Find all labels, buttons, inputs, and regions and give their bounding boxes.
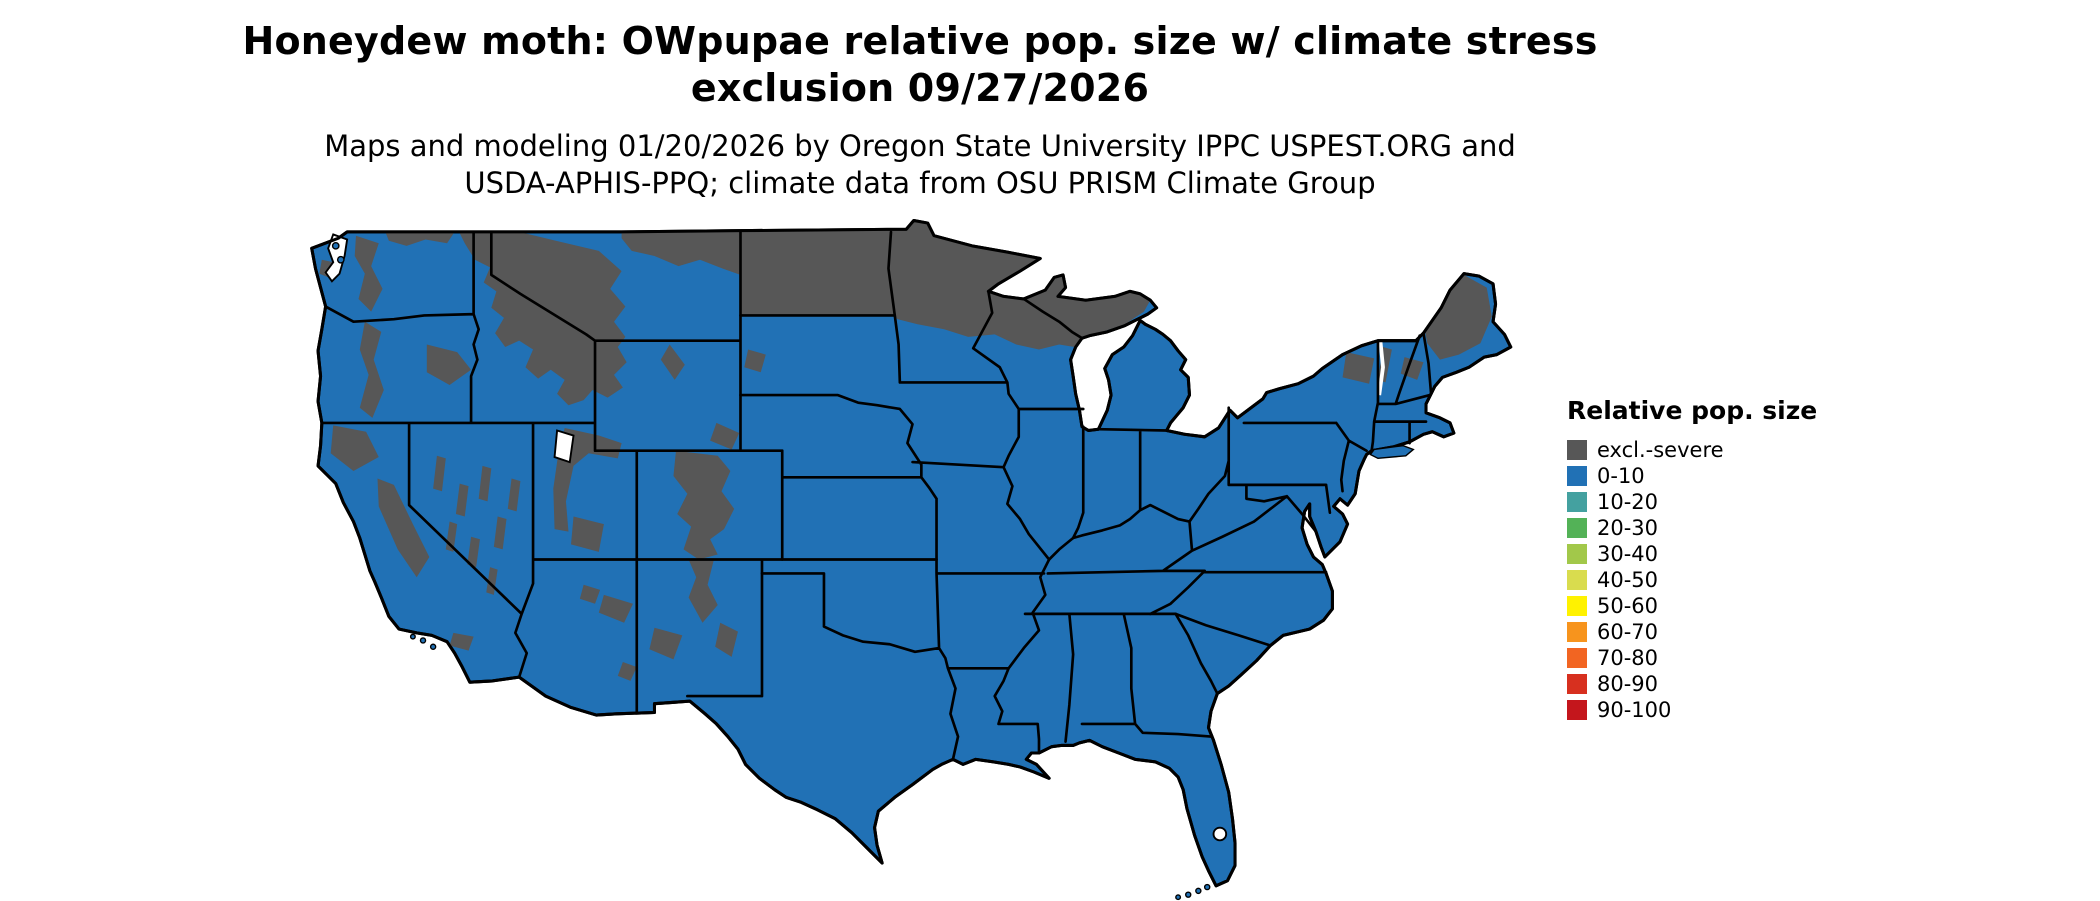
florida-key [1185,891,1192,898]
title-line-1: Honeydew moth: OWpupae relative pop. siz… [242,19,1598,63]
excluded-black-hills [744,349,766,373]
excluded-klamath [330,425,379,471]
legend-item: 0-10 [1567,463,1817,489]
page-title: Honeydew moth: OWpupae relative pop. siz… [120,18,1720,112]
excluded-sangre-de-cristo [688,559,718,623]
excluded-or-cascades [359,321,384,418]
legend-swatch-50-60 [1567,596,1587,616]
legend-swatch-excl-severe [1567,440,1587,460]
florida-key [1175,894,1182,901]
excluded-sacramento-mtns [715,622,738,657]
excluded-san-francisco-peaks [579,584,601,604]
legend-swatch-10-20 [1567,492,1587,512]
us-choropleth-map [305,218,1520,901]
legend-swatch-0-10 [1567,466,1587,486]
excluded-nevada-ranges [433,455,521,595]
legend: Relative pop. size excl.-severe 0-10 10-… [1567,396,1817,723]
legend-items: excl.-severe 0-10 10-20 20-30 30-40 40-5… [1567,437,1817,723]
legend-item: 20-30 [1567,515,1817,541]
legend-label: 10-20 [1597,490,1659,514]
legend-item: 90-100 [1567,697,1817,723]
legend-label: 70-80 [1597,646,1659,670]
subtitle-line-2: USDA-APHIS-PPQ; climate data from OSU PR… [464,166,1376,200]
channel-island [409,633,416,640]
state-borders-east [1046,331,1433,738]
legend-item: 40-50 [1567,567,1817,593]
legend-item: 60-70 [1567,619,1817,645]
page-subtitle: Maps and modeling 01/20/2026 by Oregon S… [120,128,1720,202]
excluded-gila [649,627,683,660]
legend-swatch-70-80 [1567,648,1587,668]
state-borders-west [320,230,938,714]
legend-swatch-30-40 [1567,544,1587,564]
legend-item: 30-40 [1567,541,1817,567]
legend-swatch-40-50 [1567,570,1587,590]
excluded-sky-islands [617,661,637,681]
excluded-colorado-rockies [673,450,735,560]
excluded-northern-plains-great-lakes [621,220,1151,350]
excluded-mogollon [598,594,633,623]
legend-label: 60-70 [1597,620,1659,644]
legend-swatch-20-30 [1567,518,1587,538]
subtitle-line-1: Maps and modeling 01/20/2026 by Oregon S… [324,129,1516,163]
lake-okeechobee [1212,826,1228,842]
excluded-wa-cascades [354,235,383,312]
excluded-adirondacks [1342,352,1375,384]
florida-key [1203,883,1211,891]
legend-label: excl.-severe [1597,438,1724,462]
excluded-blue-mountains [426,344,472,385]
legend-title: Relative pop. size [1567,396,1818,425]
legend-item: excl.-severe [1567,437,1817,463]
florida-key [1195,887,1202,895]
legend-swatch-90-100 [1567,700,1587,720]
legend-item: 10-20 [1567,489,1817,515]
puget-sound [324,233,349,283]
legend-label: 0-10 [1597,464,1645,488]
legend-label: 20-30 [1597,516,1659,540]
us-map-svg [310,219,1513,901]
channel-island [419,637,427,644]
legend-item: 80-90 [1567,671,1817,697]
legend-label: 50-60 [1597,594,1659,618]
legend-label: 80-90 [1597,672,1659,696]
legend-label: 30-40 [1597,542,1659,566]
legend-item: 50-60 [1567,593,1817,619]
long-island [1369,444,1415,460]
excluded-south-wyoming [710,422,740,450]
excluded-socal-ranges [449,632,474,651]
channel-island [429,643,437,650]
legend-label: 40-50 [1597,568,1659,592]
excluded-bighorns [660,344,685,380]
state-borders-central [739,230,1177,761]
legend-label: 90-100 [1597,698,1672,722]
inland-water [324,233,1385,842]
excluded-sierra-nevada [377,478,430,578]
us-outline-stroke [310,219,1513,888]
legend-swatch-60-70 [1567,622,1587,642]
excluded-northern-rockies [457,228,627,406]
lake-champlain [1377,341,1385,396]
excluded-utah-plateaus [571,516,604,552]
great-salt-lake [553,429,575,464]
puget-island [331,241,340,250]
puget-island [336,255,345,264]
legend-swatch-80-90 [1567,674,1587,694]
legend-item: 70-80 [1567,645,1817,671]
title-line-2: exclusion 09/27/2026 [690,66,1150,110]
